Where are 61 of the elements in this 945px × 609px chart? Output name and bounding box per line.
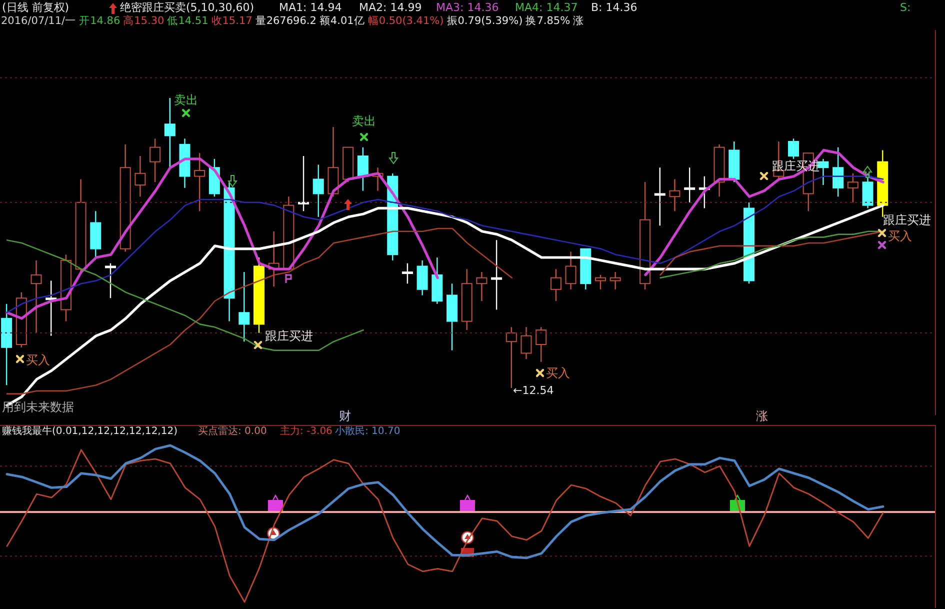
candlestick	[550, 268, 562, 302]
candlestick	[491, 240, 502, 310]
candlestick	[594, 274, 606, 290]
annotation: 卖出	[352, 114, 376, 128]
text: 高15.30	[123, 15, 164, 27]
chart-title: 赚钱我最牛(0.01,12,12,12,12,12,12)	[2, 426, 178, 437]
candlestick	[654, 167, 666, 226]
candlestick	[788, 138, 800, 160]
candlestick	[194, 152, 206, 212]
text: MA2: 14.99	[359, 1, 422, 14]
candlestick	[818, 158, 829, 186]
candlestick	[684, 167, 696, 203]
annotation: 买入	[888, 229, 912, 243]
candlestick	[536, 326, 547, 362]
candlestick	[402, 262, 413, 284]
candlestick	[104, 262, 116, 299]
annotation: 跟庄买进	[265, 329, 313, 343]
candlestick	[416, 260, 428, 296]
text: 2016/07/11/一	[1, 15, 76, 27]
annotation: 卖出	[174, 93, 198, 107]
text: 幅0.50(3.41%)	[368, 15, 444, 27]
text: 小散民: 10.70	[335, 426, 400, 437]
candlestick	[669, 178, 680, 212]
text: 换7.85%	[526, 15, 570, 27]
candlestick	[238, 271, 250, 342]
text: 绝密跟庄买卖(5,10,30,60)	[120, 1, 254, 14]
candlestick	[565, 251, 576, 290]
text: MA1: 14.94	[279, 1, 342, 14]
annotation: 买入	[546, 366, 570, 380]
text: 主力: -3.06	[280, 426, 332, 437]
annotation: 跟庄买进	[883, 213, 931, 227]
text: MA4: 14.37	[515, 1, 578, 14]
text: 开14.86	[79, 15, 120, 27]
candlestick	[520, 326, 532, 360]
candlestick	[476, 271, 488, 302]
candlestick	[832, 146, 844, 198]
text: 用到未来数据	[2, 400, 74, 414]
candlestick	[30, 260, 42, 334]
text: 额4.01亿	[319, 15, 365, 27]
text: 量267696.2	[255, 15, 316, 27]
text: 收15.17	[211, 15, 252, 27]
text: S:	[900, 1, 911, 14]
candlestick	[610, 271, 621, 290]
candlestick	[164, 97, 176, 168]
candlestick	[134, 155, 146, 198]
annotation: ←12.54	[513, 384, 554, 396]
text: 财	[339, 409, 351, 423]
candlestick	[357, 146, 368, 192]
candlestick	[312, 164, 324, 218]
candlestick	[847, 172, 858, 203]
text: 低14.51	[167, 15, 208, 27]
chart-title: (日线 前复权)	[2, 1, 70, 14]
candlestick	[773, 140, 784, 180]
text: B: 14.36	[591, 1, 638, 14]
text: 涨	[756, 409, 768, 423]
text: 买点雷达: 0.00	[198, 426, 267, 437]
text: 涨	[573, 15, 584, 27]
annotation: 买入	[26, 353, 50, 367]
candlestick	[150, 138, 161, 183]
text: MA3: 14.36	[436, 1, 499, 14]
text: 振0.79(5.39%)	[446, 15, 523, 27]
